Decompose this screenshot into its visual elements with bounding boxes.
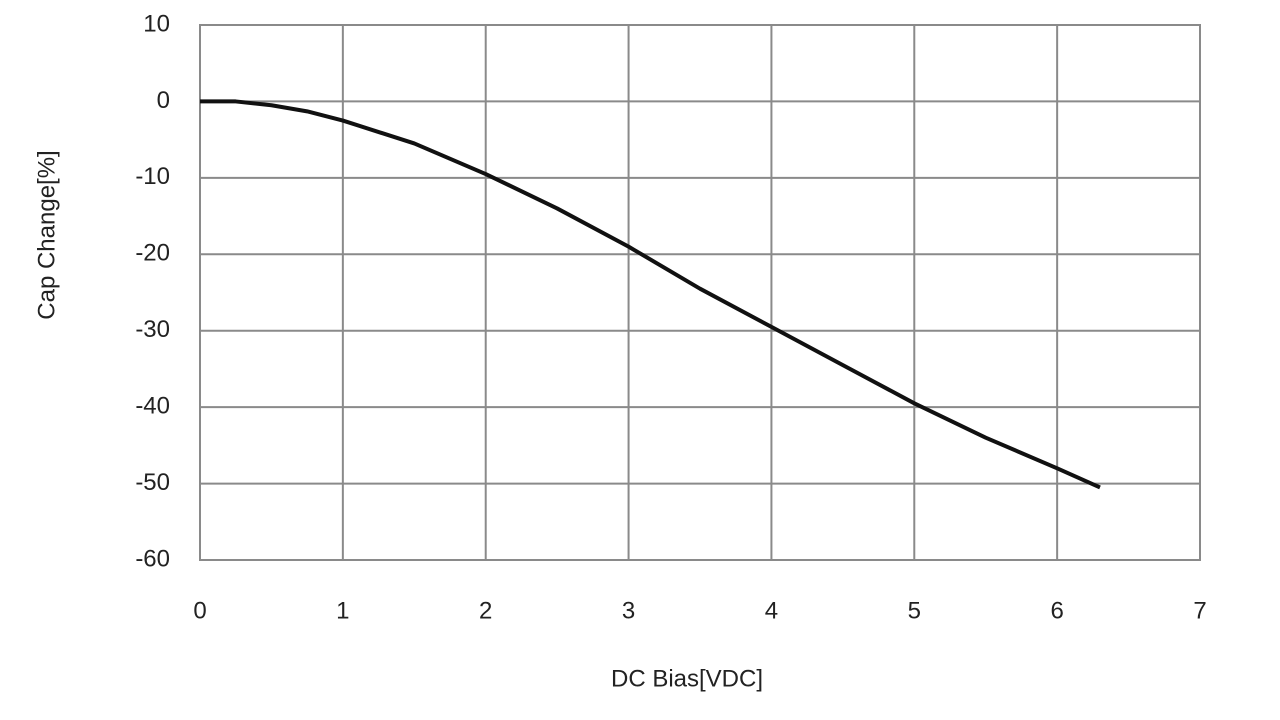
x-axis-label: DC Bias[VDC] xyxy=(611,665,763,692)
y-tick-label: 10 xyxy=(143,10,170,37)
y-tick-label: -30 xyxy=(135,316,170,343)
y-tick-label: -20 xyxy=(135,240,170,267)
y-axis-label: Cap Change[%] xyxy=(33,150,60,319)
x-tick-label: 0 xyxy=(193,597,206,624)
x-tick-label: 4 xyxy=(765,597,778,624)
x-tick-label: 3 xyxy=(622,597,635,624)
plot-border xyxy=(199,24,1201,561)
y-tick-label: -10 xyxy=(135,163,170,190)
x-tick-label: 5 xyxy=(908,597,921,624)
y-tick-label: 0 xyxy=(157,87,170,114)
data-line xyxy=(200,99,1101,490)
y-tick-label: -40 xyxy=(135,392,170,419)
x-tick-label: 7 xyxy=(1193,597,1206,624)
y-tick-label: -50 xyxy=(135,469,170,496)
y-tick-label: -60 xyxy=(135,545,170,572)
x-tick-label: 6 xyxy=(1050,597,1063,624)
x-tick-label: 2 xyxy=(479,597,492,624)
x-tick-label: 1 xyxy=(336,597,349,624)
